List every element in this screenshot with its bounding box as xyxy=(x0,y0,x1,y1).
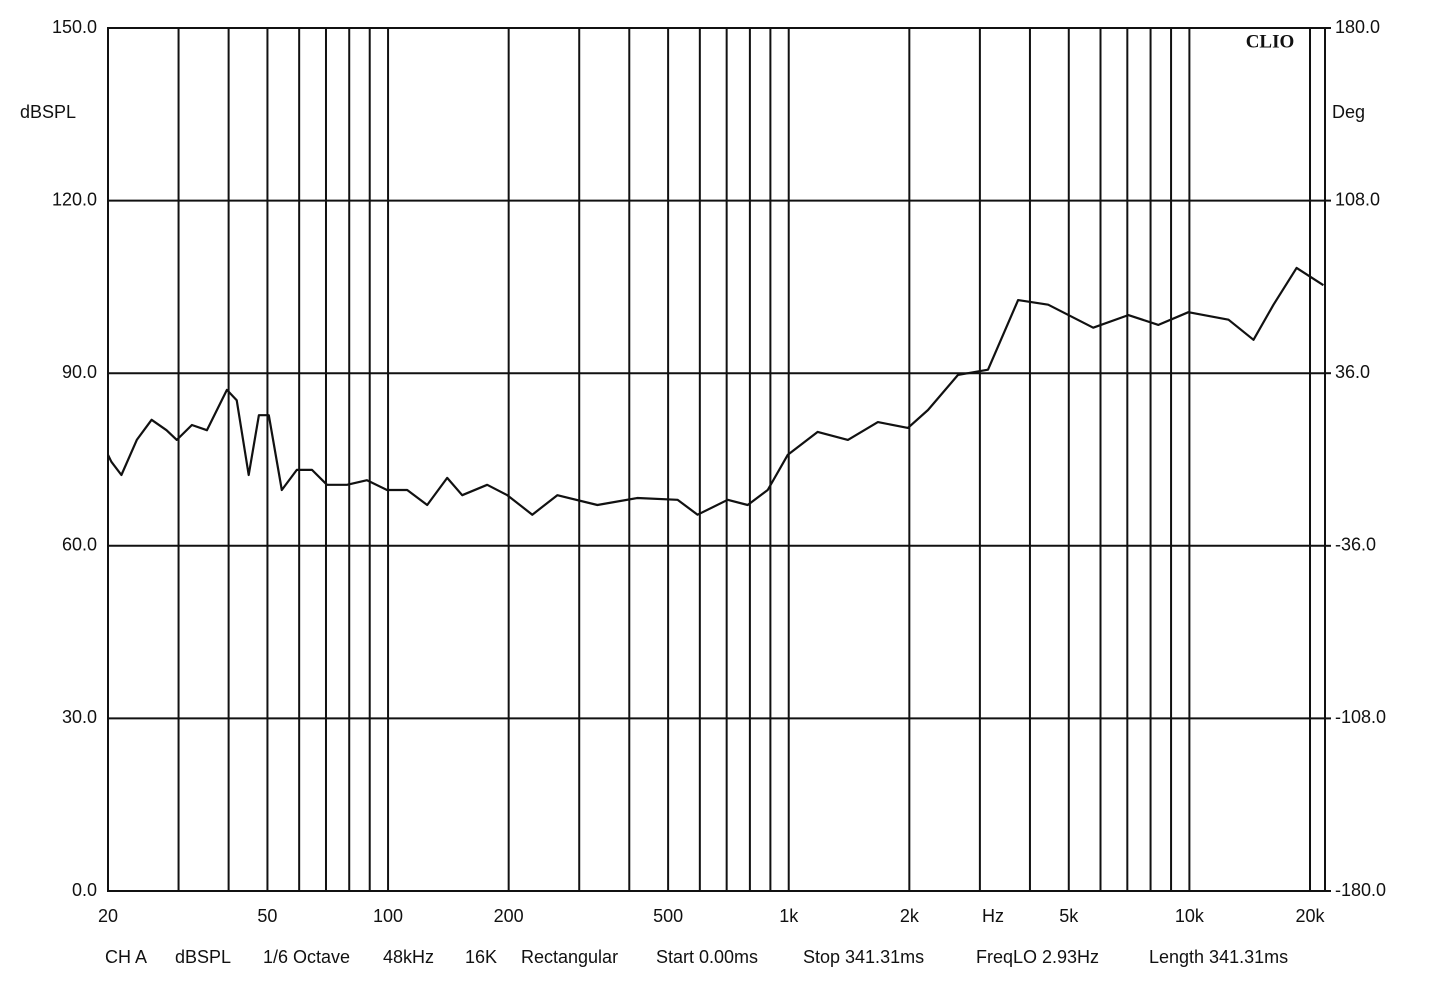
footer-item: CH A xyxy=(105,947,147,967)
badge: CLIO xyxy=(1246,31,1295,52)
x-tick-label: 50 xyxy=(257,906,277,926)
y2-axis-label: Deg xyxy=(1332,102,1365,122)
x-axis-label: Hz xyxy=(982,906,1004,926)
x-tick-label: 100 xyxy=(373,906,403,926)
y2-tick-label: -108.0 xyxy=(1335,707,1386,727)
x-tick-label: 200 xyxy=(494,906,524,926)
y-axis-label: dBSPL xyxy=(20,102,76,122)
x-tick-label: 2k xyxy=(900,906,920,926)
y-tick-label: 0.0 xyxy=(72,880,97,900)
footer-item: Stop 341.31ms xyxy=(803,947,924,967)
y2-tick-label: 108.0 xyxy=(1335,189,1380,209)
y2-tick-label: 180.0 xyxy=(1335,17,1380,37)
y2-tick-label: -36.0 xyxy=(1335,535,1376,555)
y2-tick-label: 36.0 xyxy=(1335,362,1370,382)
x-tick-label: 20 xyxy=(98,906,118,926)
footer-item: Rectangular xyxy=(521,947,618,967)
y-tick-label: 90.0 xyxy=(62,362,97,382)
y-tick-label: 120.0 xyxy=(52,189,97,209)
x-tick-label: 10k xyxy=(1175,906,1205,926)
footer-item: Start 0.00ms xyxy=(656,947,758,967)
footer-item: 16K xyxy=(465,947,497,967)
plot-frame xyxy=(107,27,1326,892)
y-tick-label: 60.0 xyxy=(62,535,97,555)
footer-item: FreqLO 2.93Hz xyxy=(976,947,1099,967)
y-tick-label: 30.0 xyxy=(62,707,97,727)
footer-item: Length 341.31ms xyxy=(1149,947,1288,967)
footer-item: dBSPL xyxy=(175,947,231,967)
footer-item: 48kHz xyxy=(383,947,434,967)
x-tick-label: 500 xyxy=(653,906,683,926)
x-tick-label: 5k xyxy=(1059,906,1079,926)
x-tick-label: 20k xyxy=(1295,906,1325,926)
y2-tick-label: -180.0 xyxy=(1335,880,1386,900)
response-line xyxy=(107,266,1324,516)
footer-item: 1/6 Octave xyxy=(263,947,350,967)
y-tick-label: 150.0 xyxy=(52,17,97,37)
x-tick-label: 1k xyxy=(779,906,799,926)
